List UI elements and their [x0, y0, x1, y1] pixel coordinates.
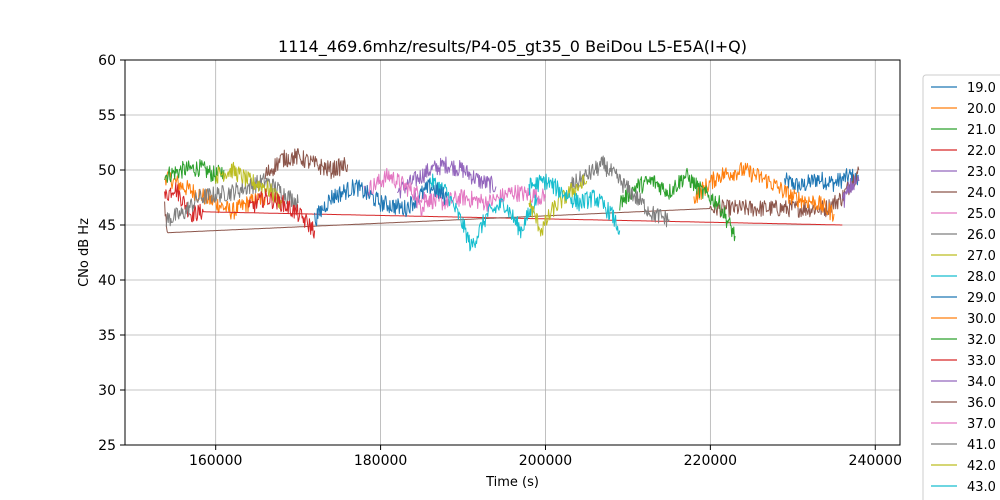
- legend-label: 29.0: [967, 291, 996, 306]
- series-line-27-0: [215, 161, 283, 210]
- series-line-32-0: [619, 167, 736, 242]
- legend-label: 42.0: [967, 459, 996, 474]
- series-line-29-0: [314, 178, 447, 227]
- legend-label: 36.0: [967, 396, 996, 411]
- legend-label: 24.0: [967, 186, 996, 201]
- series-line-28-0: [429, 173, 538, 252]
- y-tick-label: 60: [98, 53, 116, 69]
- series-line-21-0: [164, 159, 225, 184]
- series-line-23-0: [396, 156, 497, 199]
- legend-label: 33.0: [967, 354, 996, 369]
- series-line-42-0: [528, 174, 588, 237]
- x-tick-label: 240000: [849, 453, 902, 469]
- legend-label: 41.0: [967, 438, 996, 453]
- x-tick-label: 180000: [354, 453, 407, 469]
- chart-title: 1114_469.6mhz/results/P4-05_gt35_0 BeiDo…: [278, 37, 747, 57]
- series-line-25-0: [363, 167, 546, 212]
- series-line-41-0: [569, 155, 670, 228]
- legend-box: [922, 74, 1000, 500]
- legend-label: 37.0: [967, 417, 996, 432]
- y-tick-label: 25: [98, 438, 116, 454]
- y-tick-label: 50: [98, 163, 116, 179]
- legend-label: 25.0: [967, 207, 996, 222]
- y-tick-label: 35: [98, 328, 116, 344]
- legend-label: 23.0: [967, 165, 996, 180]
- series-line-37-0: [413, 191, 431, 217]
- legend-label: 19.0: [967, 81, 996, 96]
- y-tick-label: 55: [98, 108, 116, 124]
- legend-label: 21.0: [967, 123, 996, 138]
- series-line-26-0: [165, 173, 299, 227]
- series-line-34-0: [841, 175, 860, 208]
- y-tick-label: 45: [98, 218, 116, 234]
- legend-label: 34.0: [967, 375, 996, 390]
- plot-frame: [124, 59, 901, 446]
- legend-label: 27.0: [967, 249, 996, 264]
- y-axis-label: CNo dB Hz: [77, 218, 92, 287]
- x-tick-label: 220000: [684, 453, 737, 469]
- series-line-33-0: [248, 188, 316, 239]
- axis-ticks: 160000 180000 200000 220000 240000 25 30 35 40 45…: [98, 53, 902, 469]
- series-line-43-0: [528, 173, 621, 235]
- legend-label: 20.0: [967, 102, 996, 117]
- legend-label: 26.0: [967, 228, 996, 243]
- legend: 19.0 20.0 21.0 22.0 23.0 24.0 25.0 26.0 27.0 28.0…: [922, 74, 1000, 500]
- legend-label: 22.0: [967, 144, 996, 159]
- legend-label: 30.0: [967, 312, 996, 327]
- series-line-19-0: [784, 168, 860, 193]
- x-tick-label: 160000: [189, 453, 242, 469]
- x-tick-label: 200000: [519, 453, 572, 469]
- y-tick-label: 40: [98, 273, 116, 289]
- series-lines: [164, 148, 860, 252]
- series-line-36-0: [264, 148, 349, 180]
- legend-label: 32.0: [967, 333, 996, 348]
- legend-label: 43.0: [967, 480, 996, 495]
- legend-label: 28.0: [967, 270, 996, 285]
- series-line-30-0: [693, 162, 835, 222]
- x-axis-label: Time (s): [485, 475, 539, 490]
- y-tick-label: 30: [98, 383, 116, 399]
